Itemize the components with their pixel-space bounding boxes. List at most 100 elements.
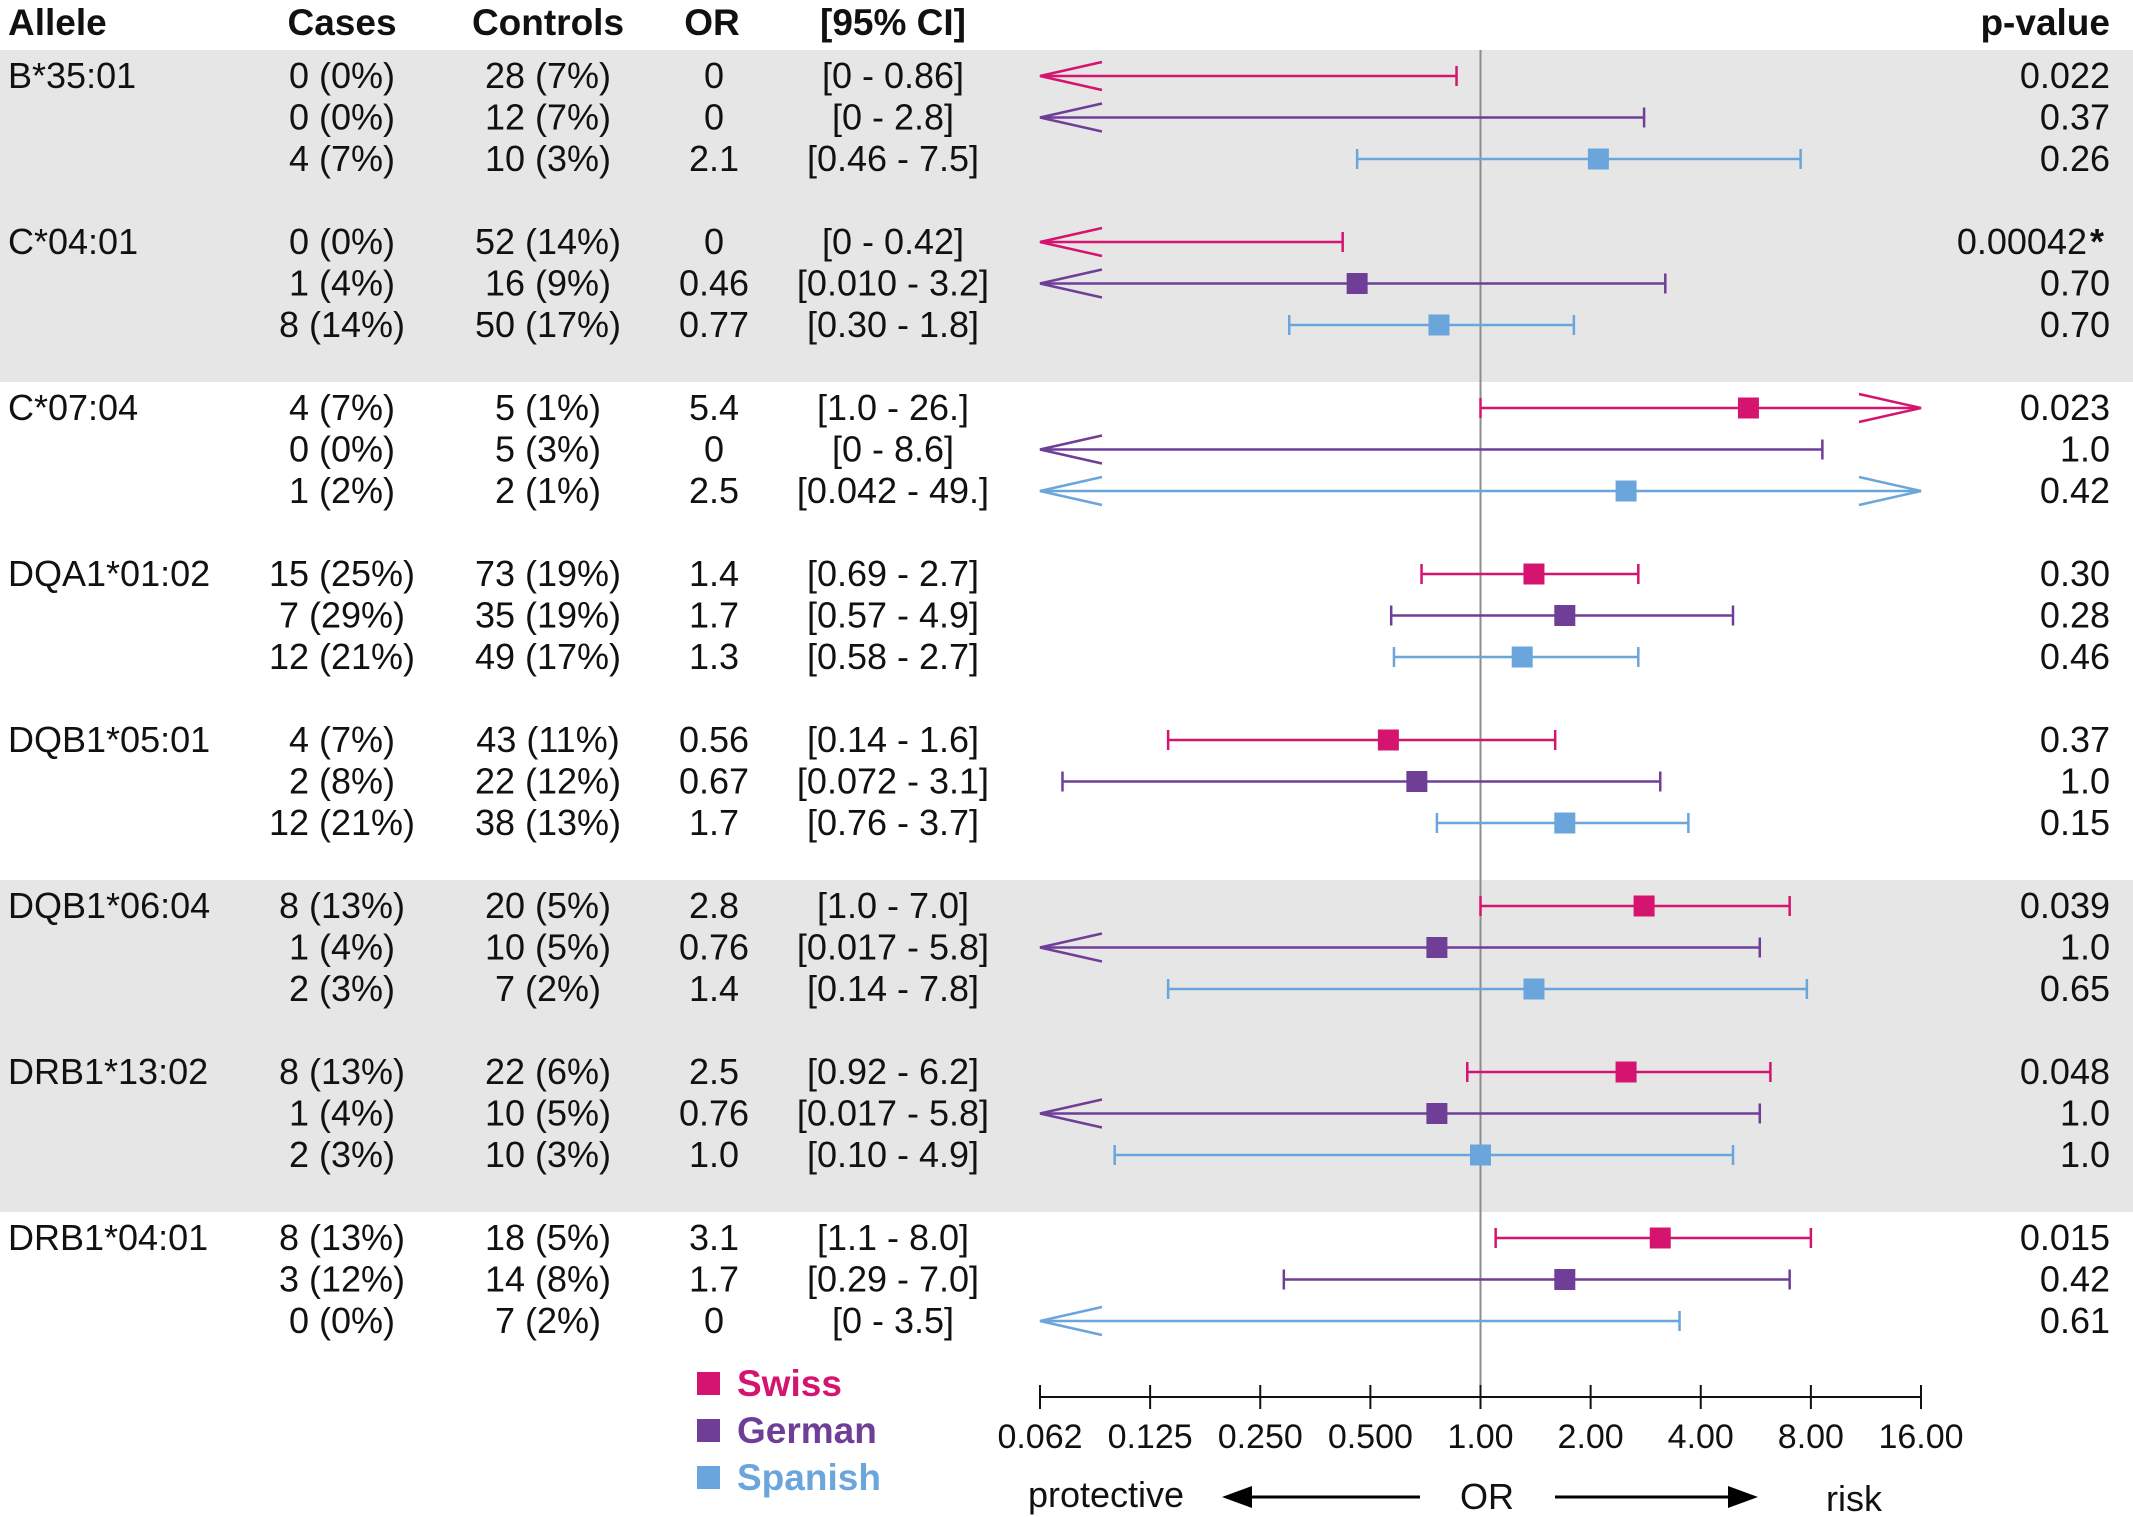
cases-value: 1 (2%): [289, 470, 395, 511]
p-value: 0.048: [2020, 1051, 2110, 1092]
p-value: 1.0: [2060, 927, 2110, 968]
ci-arrow-left: [1039, 102, 1103, 133]
allele-group-dqb1-05-01: DQB1*05:01 4 (7%) 43 (11%) 0.56 [0.14 - 1.6]…: [8, 719, 2110, 843]
or-point-spanish: [1523, 978, 1545, 1000]
allele-group-drb1-04-01: DRB1*04:01 8 (13%) 18 (5%) 3.1 [1.1 - 8.0] 0.…: [8, 1217, 2110, 1341]
ci-arrow-left: [1039, 268, 1103, 299]
controls-value: 2 (1%): [495, 470, 601, 511]
or-value: 2.5: [689, 470, 739, 511]
allele-group-dqb1-06-04: DQB1*06:04 8 (13%) 20 (5%) 2.8 [1.0 - 7.0] 0.…: [8, 885, 2110, 1009]
or-point-spanish: [1554, 812, 1576, 834]
controls-value: 5 (3%): [495, 429, 601, 470]
header-or: OR: [684, 2, 740, 43]
or-value: 0: [704, 97, 724, 138]
allele-label: DRB1*13:02: [8, 1051, 208, 1092]
cases-value: 2 (8%): [289, 761, 395, 802]
controls-value: 73 (19%): [475, 553, 621, 594]
or-point-swiss: [1615, 1061, 1637, 1083]
risk-arrow-icon: [1728, 1486, 1758, 1508]
legend-swatch-german: [697, 1419, 720, 1442]
allele-label: B*35:01: [8, 55, 136, 96]
controls-value: 7 (2%): [495, 968, 601, 1009]
ci-value: [0.57 - 4.9]: [807, 595, 979, 636]
allele-label: DQA1*01:02: [8, 553, 210, 594]
ci-value: [0.46 - 7.5]: [807, 138, 979, 179]
x-tick-label: 0.062: [997, 1418, 1082, 1456]
controls-value: 7 (2%): [495, 1300, 601, 1341]
protective-label: protective: [1028, 1474, 1184, 1515]
ci-value: [0.072 - 3.1]: [797, 761, 989, 802]
header-allele: Allele: [8, 2, 107, 43]
or-point-german: [1426, 1103, 1448, 1124]
ci-value: [0 - 3.5]: [832, 1300, 954, 1341]
or-value: 1.7: [689, 595, 739, 636]
ci-arrow-right: [1858, 392, 1922, 424]
allele-label: C*07:04: [8, 387, 138, 428]
risk-label: risk: [1826, 1478, 1883, 1517]
x-axis: 0.062 0.125 0.250 0.500 1.00 2.00 4.00 8.00 16.0…: [997, 1385, 1964, 1517]
cases-value: 1 (4%): [289, 927, 395, 968]
allele-label: DRB1*04:01: [8, 1217, 208, 1258]
or-value: 1.4: [689, 968, 739, 1009]
ci-arrow-right: [1858, 475, 1922, 507]
ci-arrow-left: [1039, 226, 1103, 258]
p-value: 0.039: [2020, 885, 2110, 926]
or-value: 2.8: [689, 885, 739, 926]
or-value: 0.76: [679, 1093, 749, 1134]
p-value: 0.65: [2040, 968, 2110, 1009]
x-tick-label: 16.00: [1878, 1418, 1963, 1456]
p-value: 0.28: [2040, 595, 2110, 636]
p-value: 0.26: [2040, 138, 2110, 179]
legend-swatch-spanish: [697, 1466, 720, 1489]
cases-value: 3 (12%): [279, 1259, 405, 1300]
ci-value: [0 - 8.6]: [832, 429, 954, 470]
x-tick-label: 2.00: [1558, 1418, 1624, 1456]
cases-value: 4 (7%): [289, 387, 395, 428]
controls-value: 5 (1%): [495, 387, 601, 428]
or-value: 0: [704, 1300, 724, 1341]
or-value: 0.67: [679, 761, 749, 802]
p-value: 0.022: [2020, 55, 2110, 96]
cases-value: 2 (3%): [289, 968, 395, 1009]
p-value: 1.0: [2060, 429, 2110, 470]
p-value: 0.37: [2040, 97, 2110, 138]
allele-group-b-35-01: B*35:01 0 (0%) 28 (7%) 0 [0 - 0.86] 0.022 0 (0…: [8, 55, 2110, 179]
or-value: 0.56: [679, 719, 749, 760]
x-axis-title: OR: [1460, 1476, 1514, 1517]
or-value: 3.1: [689, 1217, 739, 1258]
cases-value: 0 (0%): [289, 429, 395, 470]
allele-group-drb1-13-02: DRB1*13:02 8 (13%) 22 (6%) 2.5 [0.92 - 6.2] 0…: [8, 1051, 2110, 1175]
cases-value: 2 (3%): [289, 1134, 395, 1175]
cases-value: 8 (14%): [279, 304, 405, 345]
or-point-german: [1346, 273, 1368, 294]
p-value: 0.15: [2040, 802, 2110, 843]
cases-value: 1 (4%): [289, 263, 395, 304]
or-value: 1.0: [689, 1134, 739, 1175]
cases-value: 0 (0%): [289, 1300, 395, 1341]
allele-label: C*04:01: [8, 221, 138, 262]
ci-value: [0.29 - 7.0]: [807, 1259, 979, 1300]
cases-value: 12 (21%): [269, 636, 415, 677]
or-point-swiss: [1737, 397, 1759, 419]
p-value: 1.0: [2060, 1134, 2110, 1175]
controls-value: 52 (14%): [475, 221, 621, 262]
or-point-swiss: [1523, 563, 1545, 585]
ci-value: [1.0 - 26.]: [817, 387, 969, 428]
or-point-german: [1554, 1269, 1576, 1290]
or-point-german: [1554, 605, 1576, 626]
header-cases: Cases: [287, 2, 396, 43]
p-value: 0.023: [2020, 387, 2110, 428]
controls-value: 49 (17%): [475, 636, 621, 677]
ci-arrow-left: [1039, 434, 1103, 465]
p-value: 0.37: [2040, 719, 2110, 760]
controls-value: 14 (8%): [485, 1259, 611, 1300]
shaded-band: [0, 50, 2133, 382]
cases-value: 4 (7%): [289, 719, 395, 760]
cases-value: 15 (25%): [269, 553, 415, 594]
ci-value: [0.14 - 7.8]: [807, 968, 979, 1009]
or-value: 2.1: [689, 138, 739, 179]
header-controls: Controls: [472, 2, 624, 43]
or-point-spanish: [1428, 314, 1450, 336]
controls-value: 38 (13%): [475, 802, 621, 843]
ci-value: [0 - 0.86]: [822, 55, 964, 96]
